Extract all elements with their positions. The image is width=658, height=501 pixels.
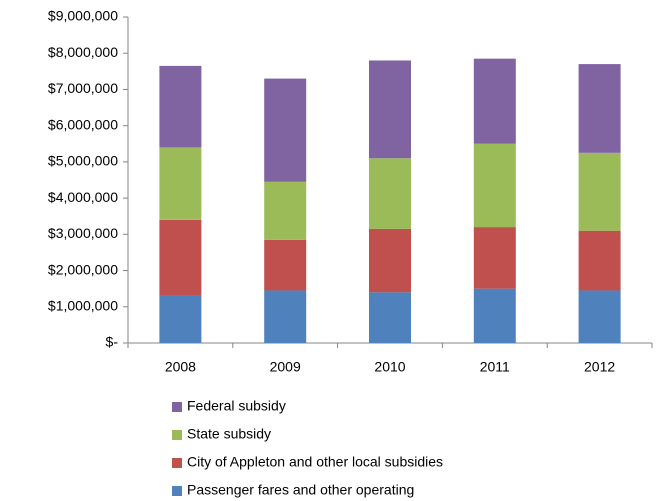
bar-segment xyxy=(578,64,621,153)
bar-segment xyxy=(369,228,411,293)
y-tick-label: $2,000,000 xyxy=(48,261,118,277)
bar-segment xyxy=(473,143,516,228)
y-tick-label: $1,000,000 xyxy=(48,297,118,313)
legend-swatch xyxy=(172,458,182,468)
bar-segment xyxy=(369,158,411,229)
bar-segment xyxy=(473,288,516,343)
legend-label: State subsidy xyxy=(187,426,271,442)
bar-segment xyxy=(159,295,202,343)
legend-label: Passenger fares and other operating xyxy=(187,482,414,498)
legend-label: City of Appleton and other local subsidi… xyxy=(187,454,443,470)
x-tick-label: 2011 xyxy=(480,359,510,375)
bar-segment xyxy=(159,65,202,148)
bar-segment xyxy=(578,230,621,291)
bar-segment xyxy=(264,181,307,240)
y-tick-label: $5,000,000 xyxy=(48,153,118,169)
x-tick-label: 2012 xyxy=(584,359,615,375)
bar-segment xyxy=(578,152,621,231)
x-tick-label: 2008 xyxy=(165,359,196,375)
bar-segment xyxy=(369,60,411,159)
legend-swatch xyxy=(172,486,182,496)
y-tick-label: $6,000,000 xyxy=(48,116,118,132)
bar-segment xyxy=(369,292,411,343)
bar-segment xyxy=(264,290,307,343)
y-tick-label: $9,000,000 xyxy=(48,8,118,24)
y-tick-label: $7,000,000 xyxy=(48,80,118,96)
bar-segment xyxy=(159,219,202,296)
bar-segment xyxy=(473,58,516,144)
legend-swatch xyxy=(172,430,182,440)
x-tick-label: 2010 xyxy=(374,359,405,375)
legend-swatch xyxy=(172,402,182,412)
bar-segment xyxy=(159,147,202,220)
y-tick-label: $8,000,000 xyxy=(48,44,118,60)
y-tick-label: $4,000,000 xyxy=(48,189,118,205)
x-tick-label: 2009 xyxy=(270,359,301,375)
y-tick-label: $- xyxy=(106,334,119,350)
bar-segment xyxy=(264,239,307,291)
y-tick-label: $3,000,000 xyxy=(48,225,118,241)
legend-label: Federal subsidy xyxy=(187,398,286,414)
bar-segment xyxy=(473,227,516,289)
bar-segment xyxy=(578,290,621,343)
bar-segment xyxy=(264,78,307,182)
